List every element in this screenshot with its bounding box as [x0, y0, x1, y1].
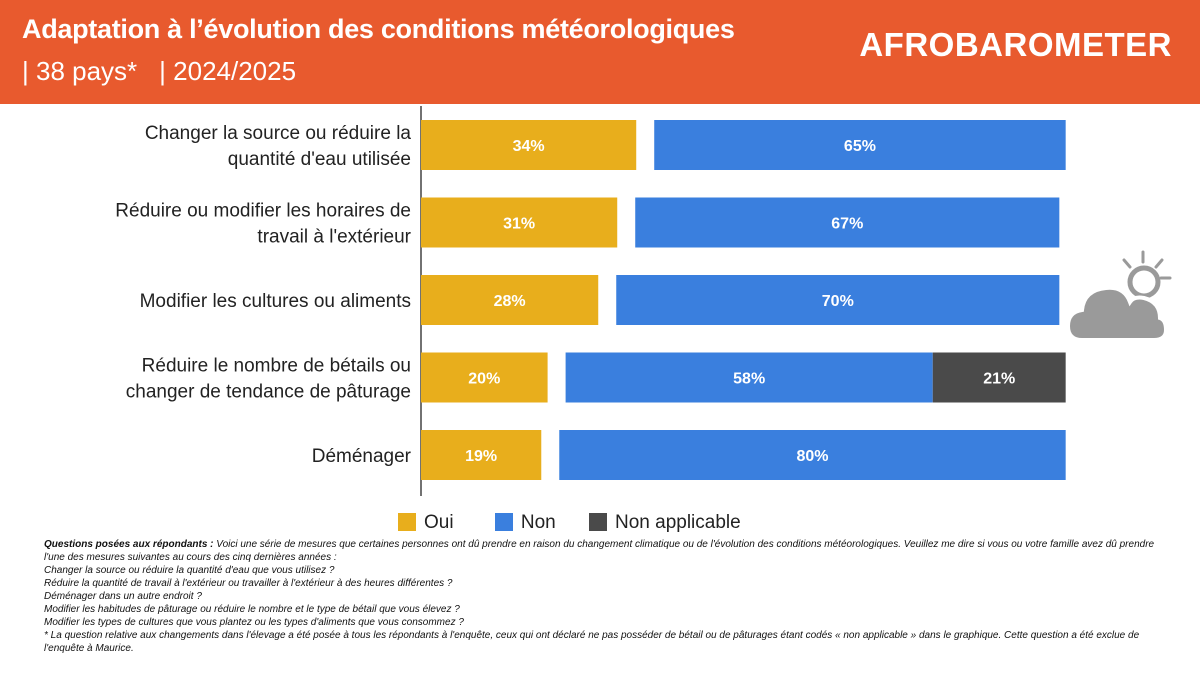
- legend-label-oui: Oui: [424, 512, 454, 533]
- subtitle-period: | 2024/2025: [159, 56, 297, 86]
- data-label: 28%: [494, 293, 526, 310]
- data-label: 80%: [796, 448, 828, 465]
- survey-notes: Questions posées aux répondants : Voici …: [44, 538, 1164, 655]
- legend-item-oui: Oui: [398, 512, 454, 534]
- chart-legend: Oui Non Non applicable: [398, 512, 769, 536]
- legend-swatch-oui: [398, 513, 416, 531]
- header-banner: Adaptation à l’évolution des conditions …: [0, 0, 1200, 104]
- data-label: 19%: [465, 448, 497, 465]
- category-label: Changer la source ou réduire la quantité …: [145, 123, 412, 170]
- notes-question: Modifier les types de cultures que vous …: [44, 617, 464, 628]
- bar-non: [565, 352, 933, 403]
- data-label: 34%: [513, 138, 545, 155]
- notes-intro: Questions posées aux répondants : Voici …: [44, 538, 1164, 564]
- bar-non: [654, 120, 1066, 170]
- legend-label-non: Non: [520, 512, 556, 533]
- data-label: 20%: [468, 371, 500, 388]
- bar-non-applicable: [932, 352, 1066, 403]
- subtitle-countries: | 38 pays*: [22, 56, 138, 86]
- afrobarometer-logo: AFROBAROMETER: [859, 26, 1172, 63]
- notes-question: Réduire la quantité de travail à l'extér…: [44, 578, 453, 589]
- category-label: Réduire le nombre de bétails ou changer d…: [126, 356, 411, 403]
- bar-oui: [421, 197, 618, 248]
- bar-oui: [421, 352, 548, 403]
- data-label: 65%: [844, 138, 876, 155]
- category-label: Modifier les cultures ou aliments: [140, 291, 411, 312]
- notes-intro-text: Voici une série de mesures que certaines…: [44, 539, 1155, 563]
- stacked-bar-chart: Changer la source ou réduire la quantité …: [115, 106, 1066, 496]
- notes-label: Questions posées aux répondants :: [44, 539, 214, 550]
- legend-label-non-applicable: Non applicable: [615, 512, 741, 533]
- legend-item-non: Non: [494, 512, 556, 534]
- partly-cloudy-icon: [1065, 250, 1172, 342]
- bar-non: [616, 275, 1060, 325]
- bar-oui: [421, 275, 599, 325]
- notes-question: Déménager dans un autre endroit ?: [44, 591, 202, 602]
- data-label: 21%: [983, 371, 1015, 388]
- data-label: 58%: [733, 371, 765, 388]
- bar-non: [559, 430, 1066, 480]
- notes-question: Modifier les habitudes de pâturage ou ré…: [44, 604, 460, 615]
- data-label: 31%: [503, 216, 535, 233]
- data-label: 67%: [831, 216, 863, 233]
- bar-non: [635, 197, 1060, 248]
- bar-oui: [421, 430, 542, 480]
- notes-question: Changer la source ou réduire la quantité…: [44, 565, 335, 576]
- bar-oui: [421, 120, 637, 170]
- category-label: Réduire ou modifier les horaires de trava…: [115, 201, 411, 248]
- legend-item-non-applicable: Non applicable: [589, 512, 741, 534]
- legend-swatch-non-applicable: [589, 513, 607, 531]
- category-label: Déménager: [312, 446, 412, 467]
- page-subtitle: | 38 pays* | 2024/2025: [22, 56, 318, 87]
- data-label: 70%: [822, 293, 854, 310]
- legend-swatch-non: [494, 513, 513, 531]
- page-title: Adaptation à l’évolution des conditions …: [22, 14, 735, 44]
- notes-footnote: * La question relative aux changements d…: [44, 630, 1140, 654]
